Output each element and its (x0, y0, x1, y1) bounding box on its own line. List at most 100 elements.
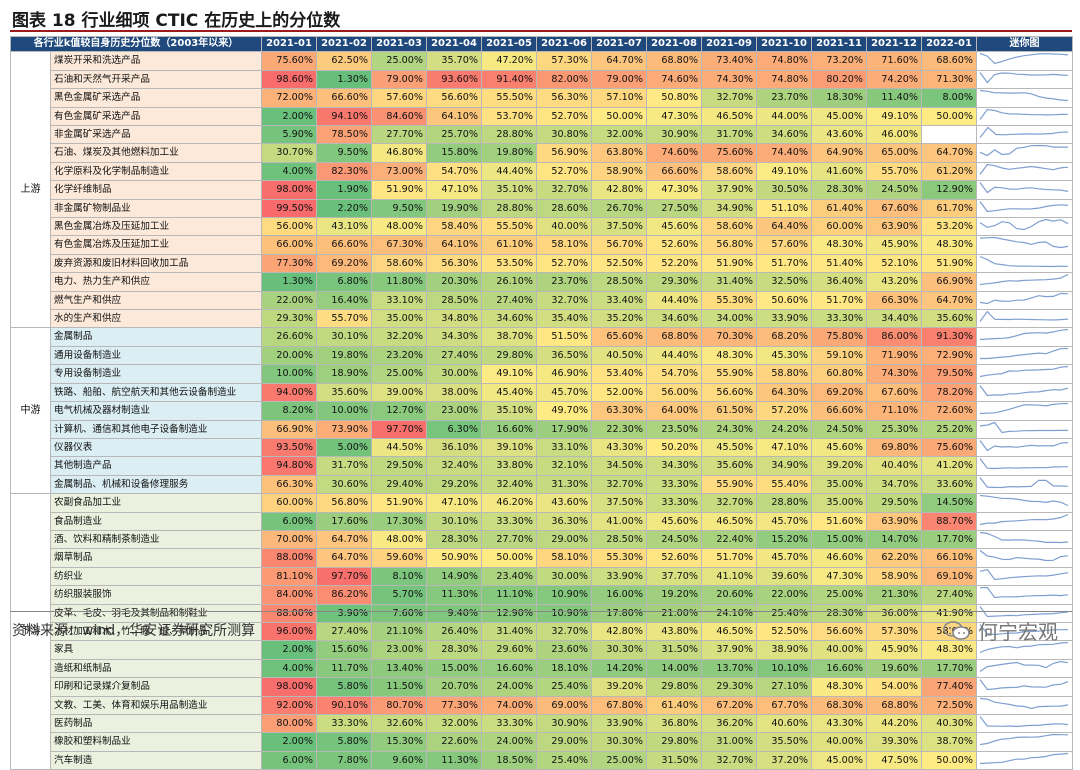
percentile-cell: 34.40% (866, 309, 923, 329)
sparkline-path (979, 366, 1069, 378)
percentile-cell: 35.10% (481, 180, 538, 200)
sparkline-path (979, 550, 1069, 562)
sparkline-cell (976, 345, 1074, 366)
percentile-cell: 66.30% (866, 290, 923, 311)
table-row: 有色金属矿采选产品 2.00% 94.10% 84.60% 64.10% 53.70% 52… (11, 106, 1074, 127)
percentile-cell: 88.00% (261, 548, 318, 568)
percentile-cell: 29.30% (701, 677, 758, 697)
percentile-cell: 46.50% (701, 106, 758, 127)
industry-name: 造纸和纸制品 (49, 658, 263, 679)
percentile-cell: 22.00% (756, 585, 813, 605)
percentile-cell: 24.10% (701, 603, 758, 623)
table-row: 黑色金属矿采选产品 72.00% 66.60% 57.60% 56.60% 55.50% 5… (11, 88, 1074, 108)
percentile-cell: 34.60% (646, 309, 703, 329)
percentile-cell: 57.60% (371, 88, 428, 108)
sparkline-cell (976, 658, 1074, 679)
table-row: 电气机械及器材制造业 8.20% 10.00% 12.70% 23.00% 35.10% 4… (11, 401, 1074, 421)
sparkline-path (979, 200, 1069, 212)
percentile-cell: 10.00% (261, 364, 318, 384)
percentile-cell: 44.50% (371, 437, 428, 458)
percentile-cell: 68.20% (756, 327, 813, 347)
table-row: 上游 煤炭开采和洗选产品 75.60% 62.50% 25.00% 35.70% 47.20… (10, 51, 1074, 329)
percentile-cell: 51.70% (701, 548, 758, 568)
percentile-cell: 35.00% (371, 309, 428, 329)
percentile-cell: 53.50% (481, 253, 538, 274)
percentile-cell: 66.90% (921, 272, 978, 292)
industry-name: 计算机、通信和其他电子设备制造业 (49, 419, 263, 439)
percentile-cell: 34.00% (701, 309, 758, 329)
percentile-cell: 34.30% (426, 327, 483, 347)
percentile-cell: 56.00% (646, 382, 703, 403)
percentile-cell: 64.90% (811, 143, 868, 163)
percentile-cell: 43.30% (591, 437, 648, 458)
percentile-cell: 29.00% (536, 529, 593, 550)
percentile-cell: 16.60% (481, 658, 538, 679)
percentile-cell: 28.60% (536, 198, 593, 219)
percentile-cell: 32.70% (701, 750, 758, 770)
percentile-cell: 45.90% (866, 235, 923, 255)
percentile-cell: 29.30% (261, 309, 318, 329)
percentile-cell: 57.30% (866, 621, 923, 642)
percentile-cell: 53.20% (921, 217, 978, 237)
percentile-cell: 66.30% (261, 474, 318, 495)
percentile-cell: 22.40% (701, 529, 758, 550)
percentile-cell: 56.80% (316, 493, 373, 513)
industry-name: 燃气生产和供应 (49, 290, 263, 311)
percentile-cell: 23.40% (481, 566, 538, 587)
table-row: 文教、工美、体育和娱乐用品制造业 92.00% 90.10% 80.70% 77.30%… (11, 695, 1074, 716)
table-row: 食品制造业 6.00% 17.60% 17.30% 30.10% 33.30% 36.30%… (11, 511, 1074, 531)
sparkline-cell (976, 566, 1074, 587)
industry-name: 仪器仪表 (49, 437, 263, 458)
percentile-cell: 23.70% (756, 88, 813, 108)
percentile-cell: 34.80% (426, 309, 483, 329)
percentile-cell: 17.70% (921, 529, 978, 550)
percentile-cell: 55.90% (701, 364, 758, 384)
sparkline-path (979, 458, 1069, 470)
percentile-cell: 61.20% (921, 161, 978, 182)
percentile-cell: 52.50% (756, 621, 813, 642)
percentile-cell: 64.40% (756, 217, 813, 237)
table-row: 家具 2.00% 15.60% 23.00% 28.30% 29.60% 23.60% 30.… (11, 640, 1074, 660)
percentile-cell: 30.30% (591, 732, 648, 752)
percentile-cell: 60.00% (261, 493, 318, 513)
percentile-cell: 69.80% (866, 437, 923, 458)
percentile-cell: 55.40% (756, 474, 813, 495)
percentile-cell: 31.40% (481, 621, 538, 642)
percentile-cell: 26.40% (426, 621, 483, 642)
percentile-cell: 64.10% (426, 106, 483, 127)
industry-name: 汽车制造 (49, 750, 263, 770)
percentile-cell: 39.30% (866, 732, 923, 752)
percentile-cell: 27.40% (921, 585, 978, 605)
percentile-cell (921, 125, 978, 145)
percentile-cell: 17.80% (591, 603, 648, 623)
percentile-cell: 9.60% (371, 750, 428, 770)
percentile-cell: 98.00% (261, 180, 318, 200)
percentile-cell: 27.40% (426, 345, 483, 366)
table-row: 橡胶和塑料制品业 2.00% 5.80% 15.30% 22.60% 24.00% 29.0… (11, 732, 1074, 752)
footer-divider (10, 611, 1072, 612)
percentile-cell: 64.70% (316, 548, 373, 568)
percentile-cell: 52.70% (536, 161, 593, 182)
header-month: 2021-08 (646, 35, 703, 53)
percentile-cell: 48.30% (701, 345, 758, 366)
percentile-cell: 45.30% (756, 345, 813, 366)
industry-name: 专用设备制造业 (49, 364, 263, 384)
percentile-cell: 28.30% (811, 603, 868, 623)
percentile-cell: 5.80% (316, 677, 373, 697)
percentile-cell: 17.30% (371, 511, 428, 531)
percentile-cell: 22.00% (261, 290, 318, 311)
percentile-cell: 74.40% (756, 143, 813, 163)
percentile-cell: 45.60% (646, 511, 703, 531)
percentile-cell: 39.00% (371, 382, 428, 403)
industry-name: 金属制品、机械和设备修理服务 (49, 474, 263, 495)
percentile-cell: 25.00% (591, 750, 648, 770)
percentile-cell: 37.90% (701, 180, 758, 200)
percentile-cell: 19.90% (426, 198, 483, 219)
industry-name: 非金属矿采选产品 (49, 125, 263, 145)
percentile-cell: 47.30% (646, 180, 703, 200)
percentile-cell: 38.00% (426, 382, 483, 403)
percentile-cell: 61.70% (921, 198, 978, 219)
percentile-cell: 47.30% (646, 106, 703, 127)
percentile-cell: 93.60% (426, 69, 483, 90)
percentile-cell: 91.40% (481, 69, 538, 90)
